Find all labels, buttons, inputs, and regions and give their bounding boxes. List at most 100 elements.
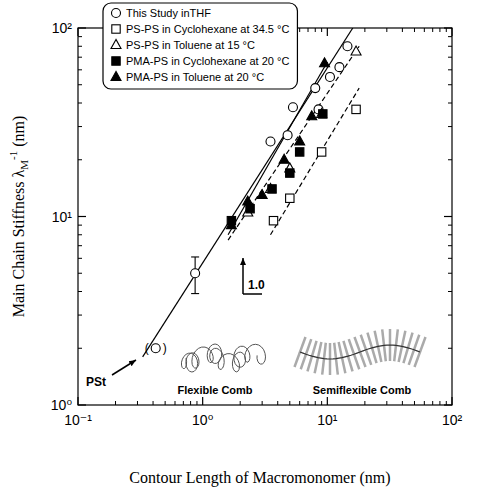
- semiflexible-comb-drawing: [300, 345, 420, 359]
- legend: This Study inTHFPS-PS in Cyclohexane at …: [103, 3, 297, 89]
- legend-marker: [111, 40, 121, 49]
- x-tick-label: 10²: [442, 412, 463, 428]
- data-point: [266, 137, 275, 146]
- slope-guide: [243, 293, 262, 295]
- data-point: [257, 190, 267, 199]
- data-point: [286, 194, 294, 202]
- minor-tick: [78, 69, 82, 70]
- minor-tick: [448, 103, 452, 104]
- x-tick: [451, 397, 452, 405]
- data-point: [279, 154, 289, 163]
- minor-tick: [78, 273, 82, 274]
- minor-tick: [448, 245, 452, 246]
- schematic: [182, 329, 426, 375]
- minor-tick: [448, 315, 452, 316]
- minor-tick: [240, 401, 241, 405]
- annotation: 1.0: [248, 278, 265, 292]
- minor-tick: [402, 28, 403, 32]
- data-point: [269, 216, 277, 224]
- minor-tick: [175, 401, 176, 405]
- x-tick: [202, 397, 203, 405]
- minor-tick: [299, 401, 300, 405]
- data-point: [319, 110, 327, 118]
- minor-tick: [364, 28, 365, 32]
- minor-tick: [183, 401, 184, 405]
- data-point: [268, 185, 276, 193]
- minor-tick: [321, 28, 322, 32]
- minor-tick: [153, 401, 154, 405]
- legend-marker: [111, 72, 121, 81]
- data-point: [325, 72, 334, 81]
- legend-label: PMA-PS in Toluene at 20 °C: [126, 71, 264, 83]
- y-tick: [78, 404, 86, 405]
- y-tick: [444, 216, 452, 217]
- minor-tick: [448, 36, 452, 37]
- data-point: [317, 108, 327, 117]
- minor-tick: [190, 401, 191, 405]
- data-point: [246, 204, 254, 212]
- minor-tick: [432, 28, 433, 32]
- minor-tick: [448, 69, 452, 70]
- data-point: [288, 103, 297, 112]
- minor-tick: [321, 401, 322, 405]
- slope-guide: [242, 258, 244, 294]
- minor-tick: [432, 401, 433, 405]
- flexible-comb-drawing: [182, 344, 266, 372]
- annotation: (: [145, 341, 149, 355]
- data-point: [191, 269, 200, 278]
- minor-tick: [165, 401, 166, 405]
- minor-tick: [78, 348, 82, 349]
- x-axis-title: Contour Length of Macromonomer (nm): [129, 469, 390, 487]
- data-point: [243, 196, 253, 205]
- minor-tick: [315, 401, 316, 405]
- minor-tick: [308, 401, 309, 405]
- minor-tick: [308, 28, 309, 32]
- minor-tick: [315, 28, 316, 32]
- minor-tick: [115, 401, 116, 405]
- legend-marker: [112, 25, 120, 33]
- data-point: [335, 63, 344, 72]
- y-axis-title: Main Chain Stiffness λM-1 (nm): [7, 116, 30, 318]
- minor-tick: [364, 401, 365, 405]
- legend-box: [103, 3, 297, 89]
- minor-tick: [262, 401, 263, 405]
- x-tick: [451, 28, 452, 36]
- data-point: [283, 131, 292, 140]
- annotation: Flexible Comb: [177, 384, 252, 396]
- error-bar: [191, 293, 199, 294]
- minor-tick: [78, 126, 82, 127]
- chart: 10⁻¹10⁰10¹10²10⁰10¹10²Contour Length of …: [0, 0, 479, 495]
- data-point: [352, 105, 360, 113]
- data-point: [320, 58, 330, 67]
- x-tick: [77, 397, 78, 405]
- minor-tick: [78, 291, 82, 292]
- minor-tick: [439, 28, 440, 32]
- data-point: [343, 42, 352, 51]
- minor-tick: [137, 401, 138, 405]
- annotation-arrow: [112, 360, 136, 375]
- legend-label: PS-PS in Cyclohexane at 34.5 °C: [126, 23, 289, 35]
- y-tick-label: 10¹: [52, 209, 73, 225]
- annotation: Semiflexible Comb: [313, 384, 412, 396]
- minor-tick: [78, 159, 82, 160]
- legend-label: PS-PS in Toluene at 15 °C: [126, 39, 255, 51]
- minor-tick: [386, 401, 387, 405]
- x-tick: [327, 28, 328, 36]
- annotation: ): [163, 341, 167, 355]
- minor-tick: [448, 258, 452, 259]
- y-tick: [444, 404, 452, 405]
- minor-tick: [448, 273, 452, 274]
- minor-tick: [424, 28, 425, 32]
- data-point: [226, 220, 236, 229]
- minor-tick: [78, 36, 82, 37]
- y-tick: [78, 27, 86, 28]
- y-tick: [78, 216, 86, 217]
- minor-tick: [448, 234, 452, 235]
- data-point: [311, 84, 320, 93]
- minor-tick: [414, 401, 415, 405]
- minor-tick: [448, 126, 452, 127]
- minor-tick: [448, 159, 452, 160]
- data-point: [295, 136, 305, 145]
- annotation: PSt: [86, 375, 106, 389]
- legend-label: PMA-PS in Cyclohexane at 20 °C: [126, 55, 289, 67]
